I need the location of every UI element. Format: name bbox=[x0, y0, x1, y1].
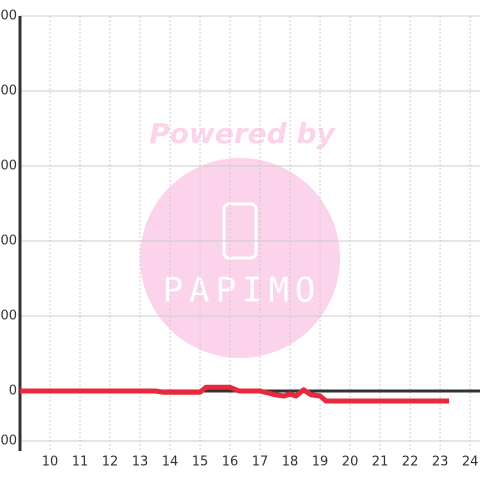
x-tick-label: 23 bbox=[432, 455, 449, 470]
y-tick-label: 30,000 bbox=[0, 309, 17, 324]
x-tick-label: 15 bbox=[192, 455, 209, 470]
x-tick-label: 18 bbox=[282, 455, 299, 470]
x-tick-label: 14 bbox=[162, 455, 179, 470]
x-tick-label: 21 bbox=[372, 455, 389, 470]
line bbox=[20, 384, 450, 404]
x-tick-label: 16 bbox=[222, 455, 239, 470]
x-tick-label: 22 bbox=[402, 455, 419, 470]
x-tick-label: 20 bbox=[342, 455, 359, 470]
y-tick-label: 120,000 bbox=[0, 84, 17, 99]
x-tick-label: 19 bbox=[312, 455, 329, 470]
x-tick-label: 24 bbox=[462, 455, 479, 470]
y-tick-label: 60,000 bbox=[0, 234, 17, 249]
x-tick-label: 12 bbox=[102, 455, 119, 470]
y-tick-label: 150,000 bbox=[0, 9, 17, 24]
y-tick-label: 0 bbox=[9, 384, 17, 399]
x-tick-label: 13 bbox=[132, 455, 149, 470]
x-tick-label: 11 bbox=[72, 455, 89, 470]
x-tick-label: 10 bbox=[42, 455, 59, 470]
y-tick-label: 90,000 bbox=[0, 159, 17, 174]
watermark-logo: PAPIMO bbox=[163, 271, 322, 311]
watermark-text: Powered by bbox=[149, 117, 336, 150]
y-tick-label: -20,000 bbox=[0, 434, 17, 449]
watermark-icon bbox=[222, 202, 258, 260]
x-tick-label: 17 bbox=[252, 455, 269, 470]
